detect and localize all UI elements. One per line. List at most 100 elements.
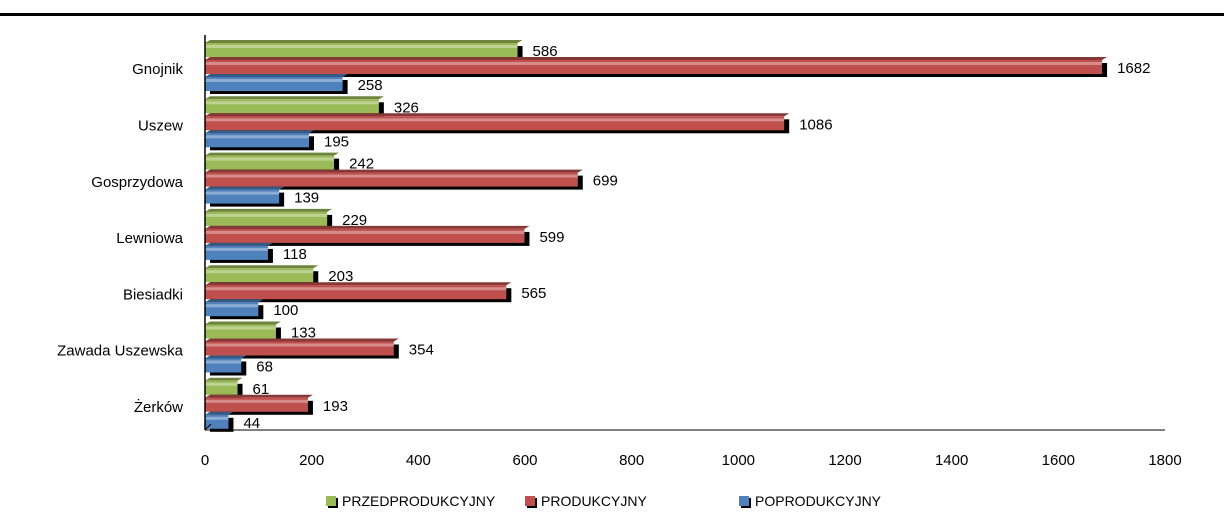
- bar-front-face: [205, 133, 309, 148]
- bar-top-face: [205, 411, 234, 415]
- x-tick-label: 0: [201, 452, 209, 469]
- bar-front-face: [205, 189, 280, 204]
- bar-top-face: [205, 152, 340, 156]
- bar-highlight: [205, 157, 335, 161]
- data-label: 118: [283, 246, 307, 263]
- bar: [205, 57, 1108, 77]
- bar: [205, 96, 384, 117]
- bar: [205, 74, 348, 94]
- bar-top-face: [205, 321, 281, 325]
- bar-front-face: [205, 397, 308, 412]
- x-tick-label: 800: [619, 452, 644, 469]
- top-divider-rule: [0, 0, 1224, 16]
- bar-highlight: [205, 135, 309, 139]
- x-tick-label: 600: [512, 452, 537, 469]
- category-label: Uszew: [138, 117, 183, 134]
- bar-front-face: [205, 285, 507, 300]
- bar: [205, 225, 530, 246]
- bar-front-face: [205, 228, 525, 243]
- data-label: 203: [328, 268, 353, 285]
- bar: [205, 299, 264, 320]
- x-tick-label: 1200: [828, 452, 861, 469]
- legend-swatch: [326, 496, 336, 506]
- bar-highlight: [205, 45, 518, 48]
- bar-top-face: [205, 338, 399, 342]
- bar-front-face: [205, 414, 229, 429]
- data-label: 1086: [799, 116, 832, 133]
- bar-highlight: [205, 326, 276, 330]
- bar-highlight: [205, 191, 280, 195]
- legend-item: POPRODUKCYJNY: [739, 493, 882, 509]
- data-label: 61: [253, 381, 270, 398]
- bar-front-face: [205, 245, 268, 260]
- x-tick-label: 1000: [722, 452, 755, 469]
- legend-item: PRZEDPRODUKCYJNY: [326, 493, 496, 509]
- bar: [205, 208, 333, 229]
- bar-highlight: [205, 174, 578, 178]
- bar-highlight: [205, 230, 525, 234]
- bar-highlight: [205, 118, 785, 122]
- category-label: Gosprzydowa: [91, 174, 183, 191]
- bar: [205, 411, 234, 432]
- data-label: 586: [533, 43, 558, 60]
- bar: [205, 377, 243, 398]
- bar-top-face: [205, 242, 273, 246]
- axes-layer: Gnojnik Uszew Gosprzydowa Lewniowa Biesiadki…: [57, 35, 1182, 469]
- bar-highlight: [205, 101, 379, 105]
- data-label: 565: [521, 285, 546, 302]
- bar-top-face: [205, 130, 314, 134]
- category-label: Zawada Uszewska: [57, 343, 184, 360]
- bar-front-face: [205, 380, 238, 395]
- bar-top-face: [205, 57, 1108, 60]
- legend-label: POPRODUKCYJNY: [755, 493, 882, 509]
- bar-highlight: [205, 287, 507, 291]
- bar: [205, 113, 790, 134]
- data-label: 258: [358, 77, 383, 94]
- bar-top-face: [205, 169, 583, 173]
- bar: [205, 40, 523, 60]
- bar-front-face: [205, 116, 785, 131]
- bar-front-face: [205, 302, 259, 317]
- bar-top-face: [205, 74, 348, 77]
- bar: [205, 186, 285, 207]
- category-label: Lewniowa: [116, 230, 183, 247]
- data-label: 599: [539, 229, 564, 246]
- bar-front-face: [205, 77, 343, 91]
- x-tick-label: 400: [406, 452, 431, 469]
- bar: [205, 282, 512, 303]
- axis-corner: [204, 423, 212, 431]
- bar-top-face: [205, 394, 313, 398]
- bar: [205, 355, 247, 376]
- bar-front-face: [205, 211, 328, 226]
- category-label: Biesiadki: [123, 286, 183, 303]
- bar-top-face: [205, 265, 319, 269]
- x-tick-label: 1400: [935, 452, 968, 469]
- bar-top-face: [205, 225, 530, 229]
- bar-highlight: [205, 382, 238, 386]
- bar-highlight: [205, 79, 343, 82]
- bar-front-face: [205, 43, 518, 57]
- bar: [205, 169, 583, 190]
- bar-top-face: [205, 186, 285, 190]
- legend-swatch: [739, 496, 749, 506]
- data-label: 139: [294, 190, 319, 207]
- data-label: 68: [256, 359, 273, 376]
- bar-front-face: [205, 60, 1103, 74]
- bar-highlight: [205, 360, 242, 364]
- data-label: 133: [291, 325, 316, 342]
- bar-front-face: [205, 268, 314, 283]
- bar-highlight: [205, 416, 229, 420]
- bar-top-face: [205, 208, 333, 212]
- data-label: 193: [323, 398, 348, 415]
- bar-highlight: [205, 213, 328, 217]
- category-label: Gnojnik: [132, 61, 183, 78]
- legend-swatch: [525, 496, 535, 506]
- data-label: 195: [324, 133, 349, 150]
- bar-highlight: [205, 270, 314, 274]
- data-label: 699: [593, 173, 618, 190]
- data-label: 326: [394, 99, 419, 116]
- bar-front-face: [205, 99, 379, 114]
- bar-highlight: [205, 247, 268, 251]
